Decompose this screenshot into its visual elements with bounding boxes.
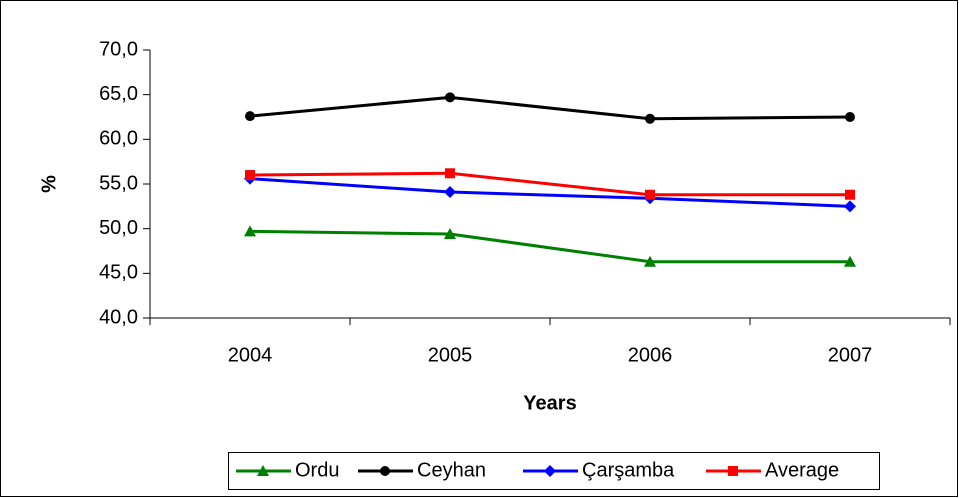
legend-label: Ordu <box>295 459 339 481</box>
y-tick-label: 55,0 <box>99 172 138 194</box>
series-line <box>249 171 850 197</box>
marker <box>544 465 556 477</box>
marker <box>445 92 455 103</box>
series-line <box>249 229 850 264</box>
marker <box>845 189 855 200</box>
marker <box>445 168 455 179</box>
y-tick-label: 60,0 <box>99 128 138 150</box>
marker <box>257 465 269 476</box>
marker <box>244 225 256 237</box>
marker <box>380 466 390 476</box>
y-axis-label: % <box>38 175 60 193</box>
marker <box>845 112 855 122</box>
series-line <box>249 95 851 121</box>
marker <box>444 186 456 199</box>
y-tick-label: 45,0 <box>99 262 138 284</box>
marker <box>728 466 738 476</box>
marker <box>245 111 255 122</box>
marker <box>245 170 255 181</box>
y-tick-label: 65,0 <box>99 83 138 105</box>
x-tick-label: 2007 <box>828 344 873 366</box>
marker <box>644 255 656 267</box>
marker <box>844 200 856 213</box>
legend-label: Average <box>765 459 839 481</box>
marker <box>844 255 856 267</box>
x-tick-label: 2006 <box>628 344 673 366</box>
x-tick-label: 2004 <box>228 344 273 366</box>
x-axis-label: Years <box>523 392 576 414</box>
marker <box>645 113 655 124</box>
marker <box>444 228 456 240</box>
legend-label: Çarşamba <box>582 459 675 481</box>
series-line <box>249 177 851 208</box>
y-tick-label: 50,0 <box>99 217 138 239</box>
marker <box>645 189 655 200</box>
legend-label: Ceyhan <box>417 459 486 481</box>
x-tick-label: 2005 <box>428 344 473 366</box>
y-tick-label: 40,0 <box>99 306 138 328</box>
y-tick-label: 70,0 <box>99 38 138 60</box>
